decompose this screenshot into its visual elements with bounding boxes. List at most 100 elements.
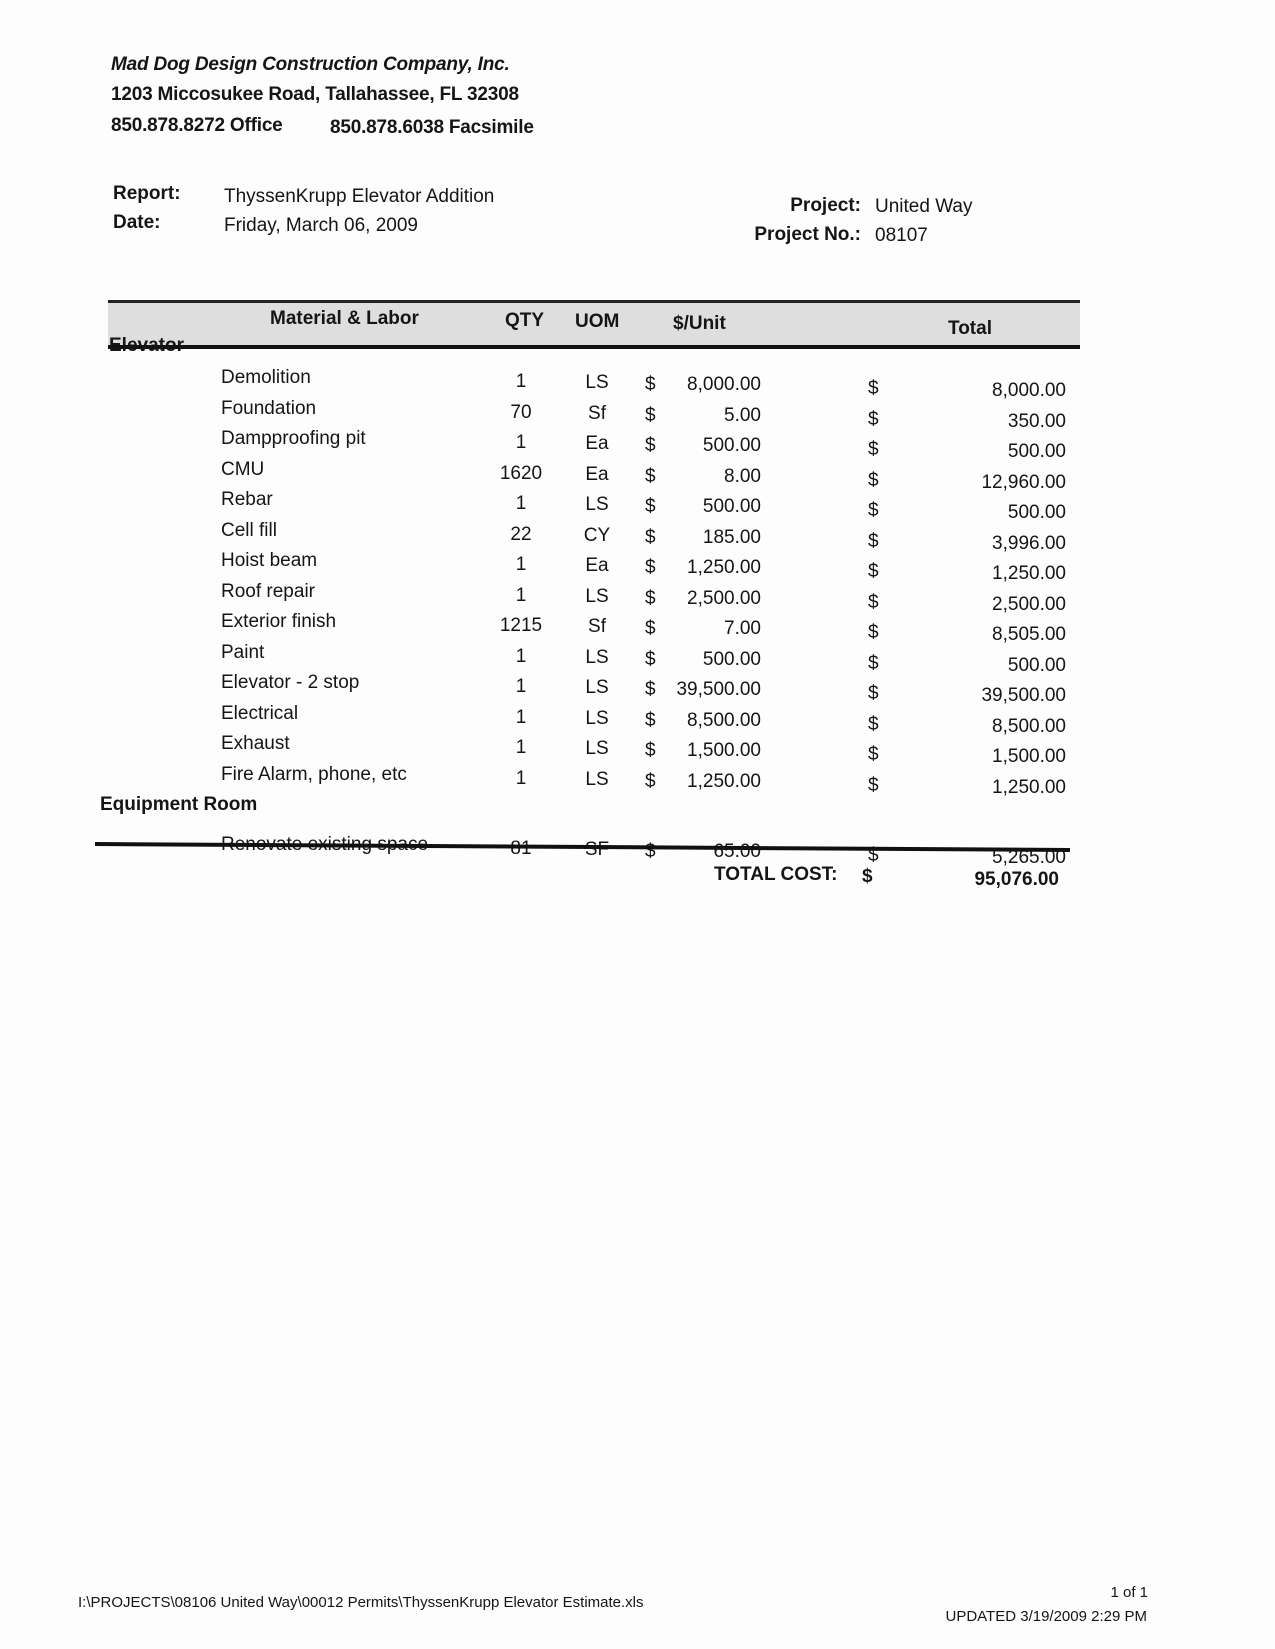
item-total: 39,500.00	[981, 685, 1066, 706]
item-name: Exterior finish	[221, 611, 337, 632]
item-name: Elevator - 2 stop	[221, 672, 360, 693]
table-row: Fire Alarm, phone, etc 1 LS $1,250.00 $1,250…	[0, 763, 1275, 798]
item-qty: 1	[515, 554, 527, 575]
item-name: Paint	[221, 641, 265, 663]
unit-currency: $	[645, 465, 656, 487]
item-qty: 1	[515, 645, 527, 667]
project-no-label: Project No.:	[754, 224, 861, 245]
item-qty: 1	[515, 584, 527, 606]
total-cost-value: 95,076.00	[974, 869, 1059, 890]
item-uom: LS	[585, 372, 609, 393]
total-currency: $	[868, 774, 879, 796]
item-unit-price: 8.00	[724, 465, 761, 487]
item-name: Demolition	[221, 367, 311, 388]
item-name: CMU	[221, 458, 265, 480]
item-qty: 1	[515, 737, 527, 758]
total-currency: $	[868, 744, 879, 765]
table-header-bar	[108, 300, 1080, 349]
unit-currency: $	[645, 679, 656, 700]
table-row: Roof repair 1 LS $2,500.00 $2,500.00	[0, 580, 1275, 615]
total-currency: $	[868, 652, 879, 674]
unit-currency: $	[645, 740, 656, 761]
item-unit-price: 500.00	[702, 435, 761, 456]
unit-currency: $	[645, 557, 656, 578]
unit-currency: $	[645, 587, 656, 609]
file-path: I:\PROJECTS\08106 United Way\00012 Permi…	[78, 1594, 644, 1611]
item-unit-price: 500.00	[702, 648, 761, 670]
item-qty: 1	[515, 767, 527, 789]
item-uom: LS	[585, 738, 609, 759]
item-unit-price: 39,500.00	[676, 679, 761, 700]
unit-currency: $	[645, 770, 656, 792]
item-uom: Sf	[588, 402, 606, 424]
unit-currency: $	[645, 709, 656, 731]
item-total: 500.00	[1007, 441, 1066, 462]
item-unit-price: 1,250.00	[687, 557, 761, 578]
item-name: Foundation	[221, 397, 317, 419]
company-office-phone: 850.878.8272 Office	[111, 115, 283, 136]
item-total: 350.00	[1007, 410, 1066, 432]
item-unit-price: 8,000.00	[687, 374, 761, 395]
report-value: ThyssenKrupp Elevator Addition	[224, 186, 495, 207]
updated-timestamp: UPDATED 3/19/2009 2:29 PM	[945, 1608, 1148, 1625]
table-row: Elevator - 2 stop 1 LS $39,500.00 $39,500.00	[0, 672, 1275, 706]
total-currency: $	[868, 683, 879, 704]
unit-currency: $	[645, 648, 656, 670]
project-label: Project:	[790, 195, 861, 216]
item-name: Cell fill	[221, 519, 277, 541]
item-uom: Ea	[585, 555, 609, 576]
item-name: Fire Alarm, phone, etc	[221, 763, 407, 785]
item-uom: LS	[585, 768, 609, 790]
item-unit-price: 2,500.00	[687, 587, 761, 609]
table-row: Electrical 1 LS $8,500.00 $8,500.00	[0, 702, 1275, 737]
item-qty: 1	[515, 493, 527, 514]
table-row: Demolition 1 LS $8,000.00 $8,000.00	[0, 367, 1275, 401]
table-row: Dampproofing pit 1 Ea $500.00 $500.00	[0, 428, 1275, 462]
unit-currency: $	[645, 618, 656, 639]
item-unit-price: 8,500.00	[687, 709, 761, 731]
item-qty: 1	[515, 371, 527, 392]
item-name: Rebar	[221, 489, 273, 510]
item-qty: 81	[491, 838, 551, 860]
total-currency: $	[868, 500, 879, 521]
company-address: 1203 Miccosukee Road, Tallahassee, FL 32…	[111, 84, 519, 105]
item-total: 12,960.00	[981, 471, 1066, 493]
total-currency: $	[868, 713, 879, 735]
header-unit: $/Unit	[673, 313, 726, 334]
table-row: CMU 1620 Ea $8.00 $12,960.00	[0, 458, 1275, 493]
total-currency: $	[868, 469, 879, 491]
item-total: 8,505.00	[992, 624, 1066, 645]
item-unit-price: 500.00	[702, 496, 761, 517]
item-name: Electrical	[221, 702, 299, 724]
item-uom: LS	[585, 677, 609, 698]
project-no-value: 08107	[875, 225, 928, 246]
unit-currency: $	[645, 841, 656, 862]
item-total: 1,250.00	[992, 776, 1066, 798]
item-name: Dampproofing pit	[221, 428, 366, 449]
header-material: Material & Labor	[270, 308, 419, 329]
item-qty: 1	[515, 432, 527, 453]
project-value: United Way	[875, 196, 973, 217]
unit-currency: $	[645, 374, 656, 395]
item-unit-price: 185.00	[702, 526, 761, 548]
table-row: Foundation 70 Sf $5.00 $350.00	[0, 397, 1275, 432]
company-fax: 850.878.6038 Facsimile	[330, 117, 534, 138]
item-name: Exhaust	[221, 733, 290, 754]
item-uom: LS	[585, 646, 609, 668]
item-unit-price: 1,500.00	[687, 740, 761, 761]
date-value: Friday, March 06, 2009	[224, 215, 418, 236]
report-label: Report:	[113, 183, 181, 204]
total-currency: $	[868, 378, 879, 399]
total-cost-label: TOTAL COST:	[714, 864, 838, 885]
item-total: 2,500.00	[992, 593, 1066, 615]
unit-currency: $	[645, 435, 656, 456]
section-heading: Elevator	[109, 335, 184, 356]
table-row: Cell fill 22 CY $185.00 $3,996.00	[0, 519, 1275, 554]
unit-currency: $	[645, 526, 656, 548]
item-unit-price: 1,250.00	[687, 770, 761, 792]
table-row: Paint 1 LS $500.00 $500.00	[0, 641, 1275, 676]
item-name: Roof repair	[221, 580, 315, 602]
company-name: Mad Dog Design Construction Company, Inc…	[111, 54, 510, 75]
item-total: 1,250.00	[992, 563, 1066, 584]
item-qty: 1215	[499, 615, 543, 636]
